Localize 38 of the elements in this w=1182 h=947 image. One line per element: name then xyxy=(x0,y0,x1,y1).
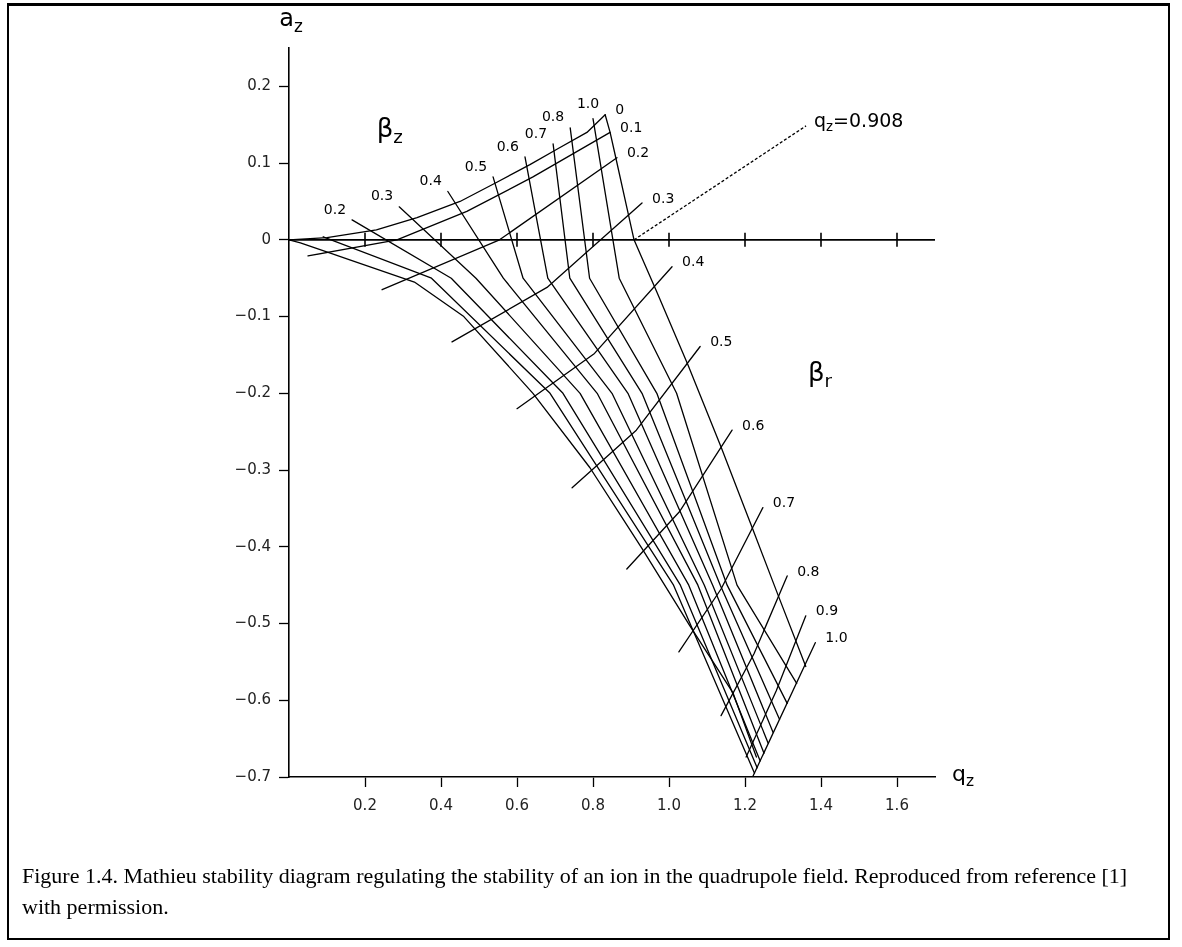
series-label: 1.0 xyxy=(576,95,600,112)
y-tick-label: −0.7 xyxy=(234,766,271,785)
series-label: 0.5 xyxy=(464,157,488,174)
x-tick-label: 1.0 xyxy=(657,795,681,814)
y-tick-label: −0.6 xyxy=(234,690,271,709)
y-tick-label: 0.2 xyxy=(247,76,271,95)
y-tick-label: 0.1 xyxy=(247,153,271,171)
x-tick-label: 0.8 xyxy=(581,795,605,814)
x-tick-label: 1.6 xyxy=(885,795,909,814)
series-label: 0.4 xyxy=(419,172,442,189)
series-label: 1.0 xyxy=(825,629,848,646)
x-tick-label: 1.4 xyxy=(809,795,833,814)
series-label: 0.8 xyxy=(797,562,820,579)
series-label: 0.3 xyxy=(652,189,675,206)
x-tick-label: 1.2 xyxy=(733,795,757,814)
series-label: 0.7 xyxy=(524,124,548,141)
y-tick-label: −0.2 xyxy=(234,383,271,402)
x-tick-label: 0.4 xyxy=(429,795,453,814)
series-label: 0 xyxy=(615,101,625,118)
y-tick-label: −0.5 xyxy=(234,613,271,632)
y-tick-label: −0.1 xyxy=(234,306,271,325)
legend-label: 0.4 xyxy=(682,253,705,270)
series-label: 0.2 xyxy=(323,200,347,217)
x-tick-label: 0.6 xyxy=(505,795,529,814)
y-tick-label: 0 xyxy=(261,229,271,248)
series-label: 0.1 xyxy=(620,119,643,136)
series-label: 0.7 xyxy=(772,494,796,511)
series-label: 0.6 xyxy=(496,137,520,154)
x-tick-label: 0.2 xyxy=(353,795,377,814)
series-label: 0.3 xyxy=(370,187,394,204)
y-tick-label: −0.4 xyxy=(234,536,271,555)
caption: Figure 1.4. Mathieu stability diagram regulating the stability of an ion in the quadrupole field. Reproduced from reference [1] with permission. xyxy=(22,862,1129,921)
series-label: 0.6 xyxy=(742,416,765,433)
series-label: 0.8 xyxy=(541,108,565,125)
series-label: 0.9 xyxy=(815,602,839,619)
y-tick-label: −0.3 xyxy=(234,459,271,478)
series-label: 0.2 xyxy=(626,144,650,161)
series-label: 0.5 xyxy=(710,333,733,350)
